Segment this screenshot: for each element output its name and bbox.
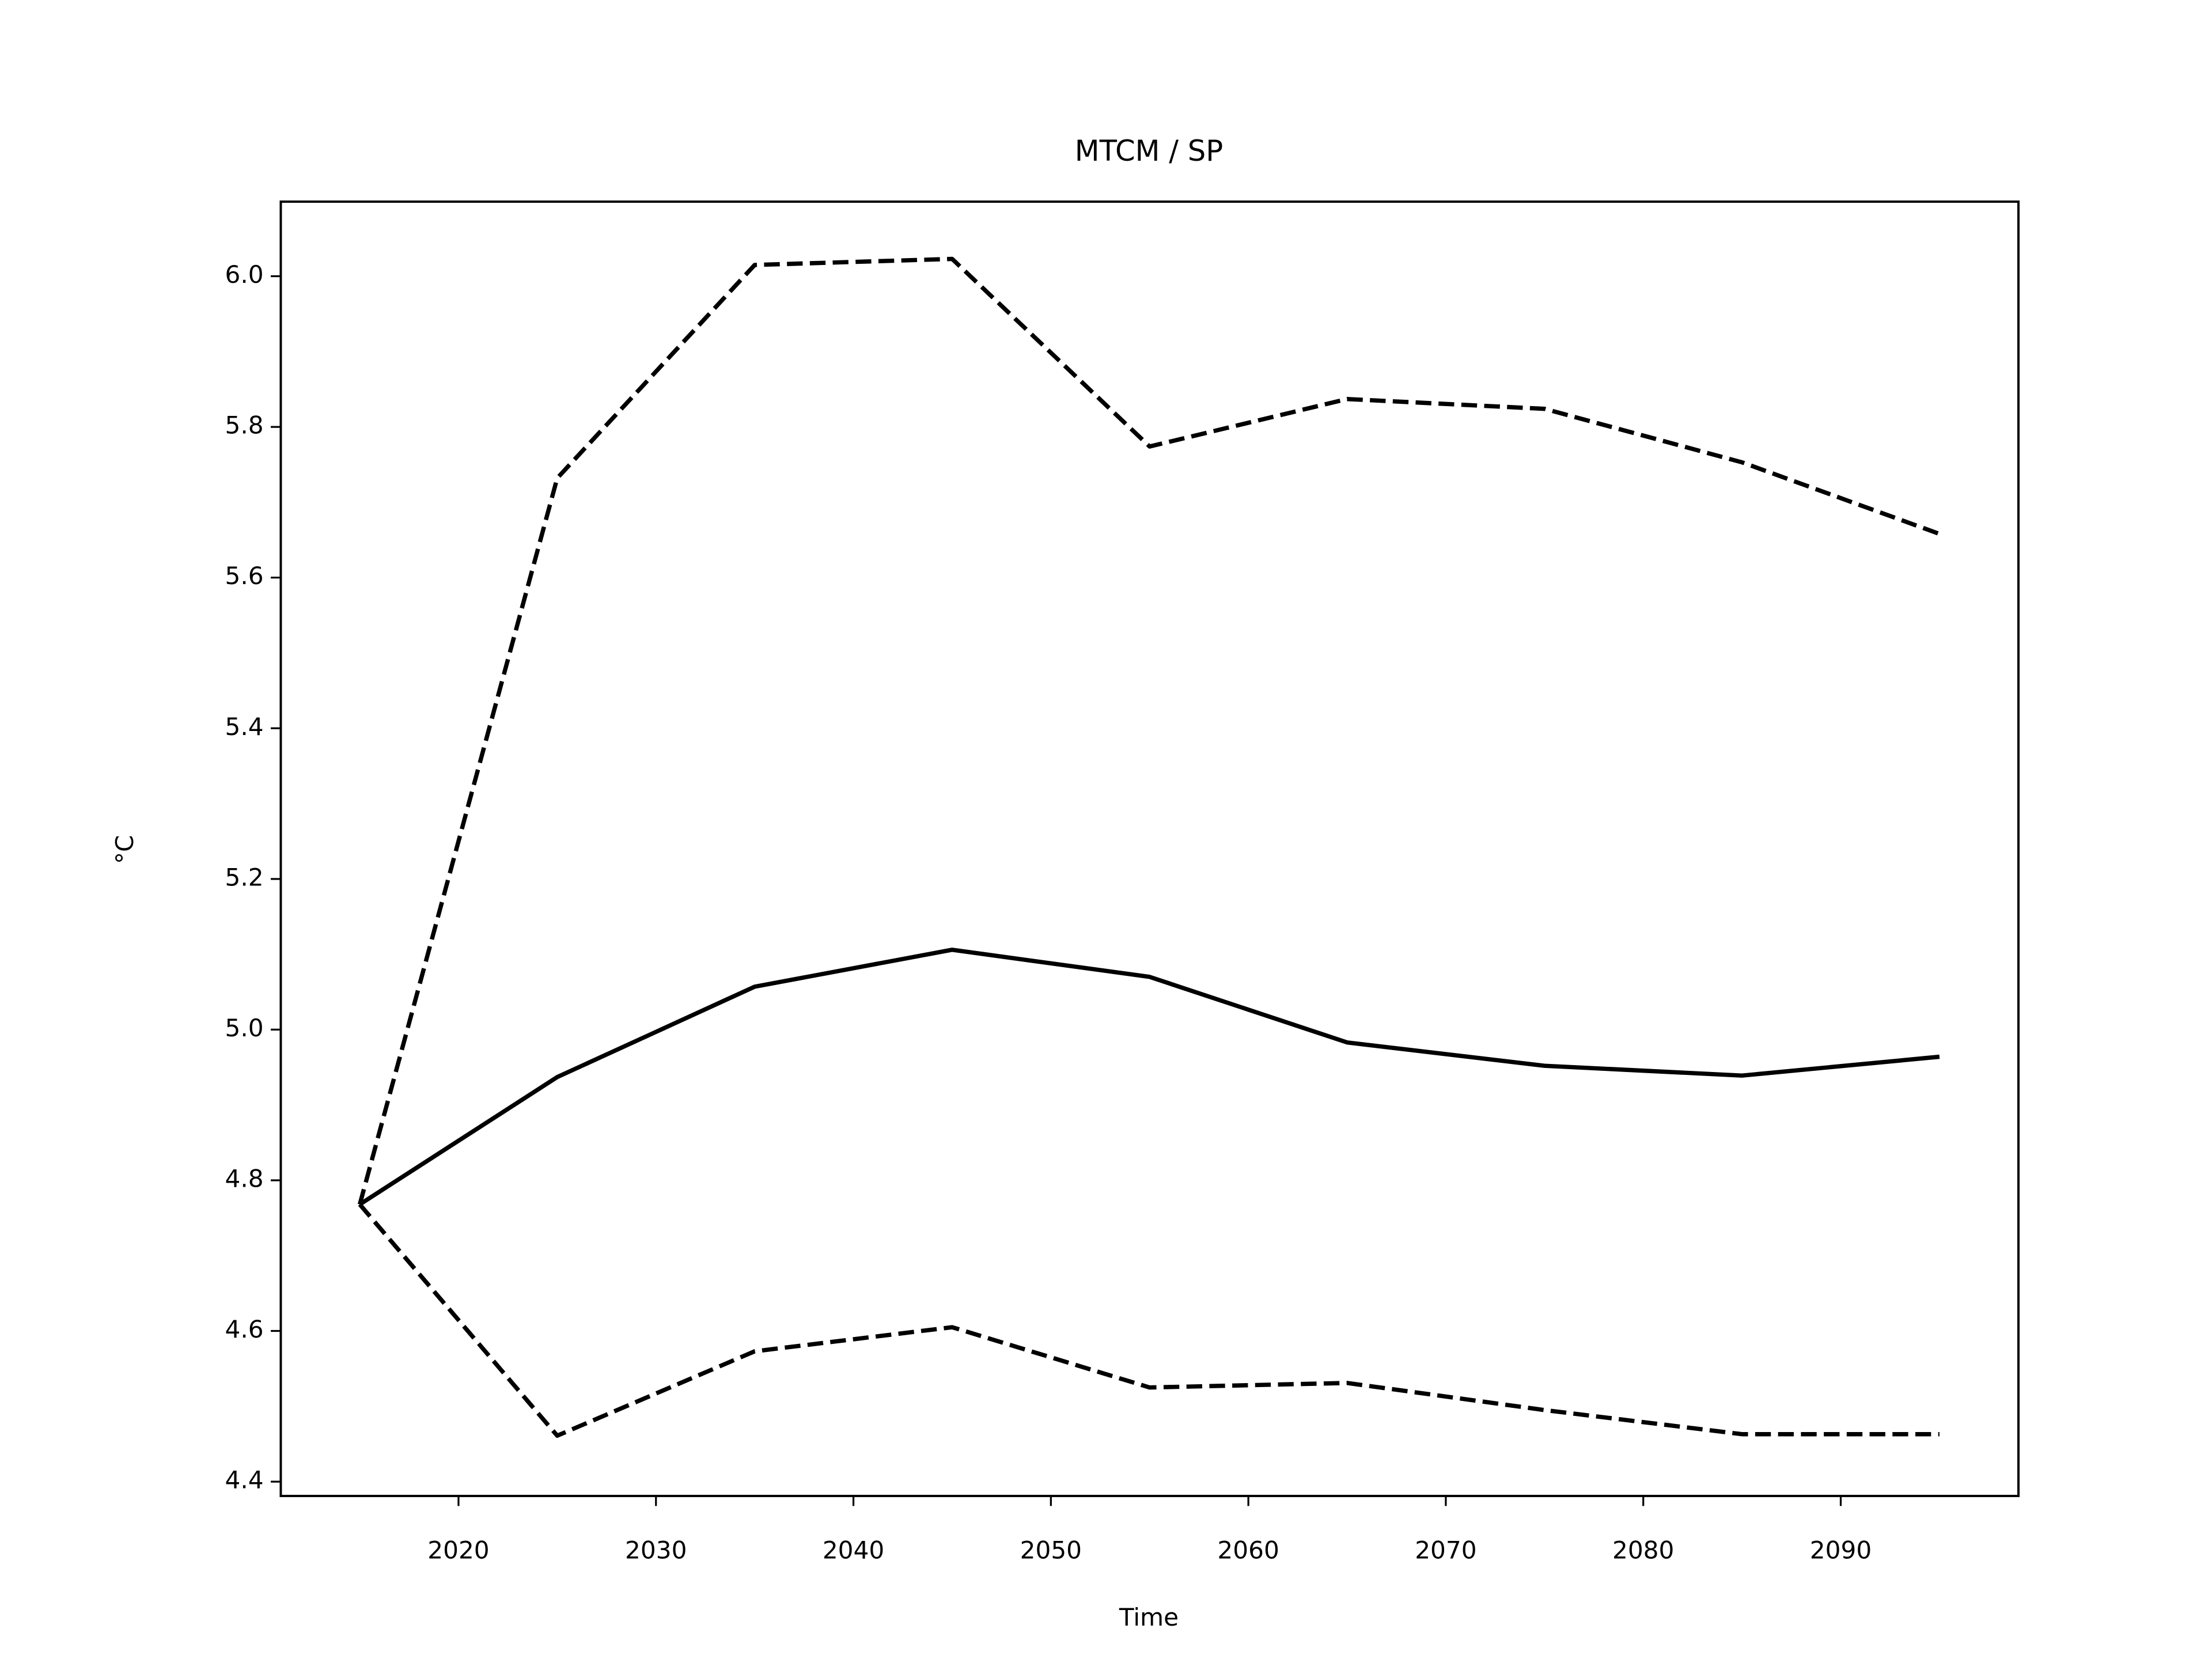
series-line xyxy=(357,256,1941,1205)
x-axis-label: Time xyxy=(1119,1603,1179,1631)
x-tick-label: 2050 xyxy=(1020,1536,1082,1564)
plot-frame xyxy=(279,200,2020,1497)
chart-title: MTCM / SP xyxy=(1075,134,1223,168)
x-tick-label: 2020 xyxy=(427,1536,489,1564)
y-tick-label: 5.4 xyxy=(225,713,264,741)
y-axis-label: °C xyxy=(111,835,139,864)
x-tick-label: 2070 xyxy=(1415,1536,1476,1564)
x-tick-label: 2080 xyxy=(1612,1536,1674,1564)
y-tick-label: 5.8 xyxy=(225,411,264,440)
series-line xyxy=(358,948,1940,1206)
x-tick-label: 2030 xyxy=(625,1536,687,1564)
y-tick-label: 6.0 xyxy=(225,260,264,289)
y-tick-label: 4.6 xyxy=(225,1315,264,1343)
x-tick-label: 2060 xyxy=(1217,1536,1279,1564)
y-tick-label: 5.2 xyxy=(225,863,264,891)
y-tick-label: 5.6 xyxy=(225,562,264,590)
y-tick-label: 4.4 xyxy=(225,1466,264,1494)
series-line xyxy=(358,1203,1940,1438)
x-tick-label: 2090 xyxy=(1810,1536,1872,1564)
x-tick-label: 2040 xyxy=(823,1536,884,1564)
y-tick-label: 4.8 xyxy=(225,1164,264,1192)
y-tick-label: 5.0 xyxy=(225,1014,264,1042)
